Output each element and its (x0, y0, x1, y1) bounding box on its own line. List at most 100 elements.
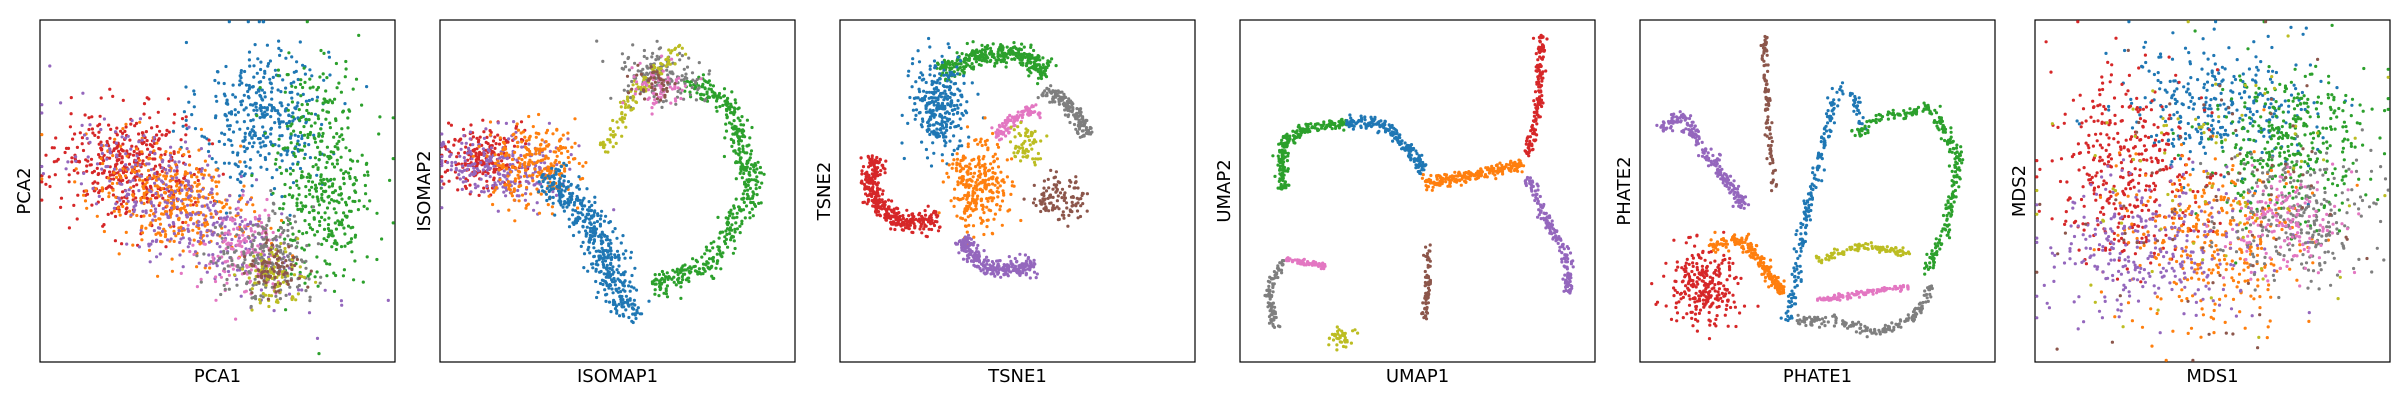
scatter-point (728, 121, 731, 124)
scatter-point (284, 250, 287, 253)
scatter-point (599, 223, 602, 226)
scatter-point (211, 157, 214, 160)
scatter-point (464, 180, 467, 183)
scatter-point (615, 120, 618, 123)
scatter-point (528, 138, 531, 141)
scatter-point (194, 250, 197, 253)
scatter-point (648, 96, 651, 99)
scatter-point (520, 158, 523, 161)
scatter-point (84, 158, 87, 161)
scatter-point (600, 240, 603, 243)
scatter-point (377, 132, 380, 135)
scatter-point (214, 210, 217, 213)
scatter-point (462, 180, 465, 183)
scatter-point (620, 112, 623, 115)
scatter-point (335, 132, 338, 135)
scatter-point (702, 267, 705, 270)
scatter-point (303, 276, 306, 279)
scatter-point (1006, 46, 1009, 49)
scatter-point (608, 301, 611, 304)
scatter-point (513, 187, 516, 190)
scatter-point (266, 261, 269, 264)
scatter-point (633, 62, 636, 65)
scatter-point (348, 196, 351, 199)
scatter-point (70, 156, 73, 159)
scatter-point (673, 281, 676, 284)
scatter-point (666, 295, 669, 298)
scatter-point (574, 209, 577, 212)
scatter-point (307, 143, 310, 146)
scatter-point (250, 229, 253, 232)
scatter-point (677, 281, 680, 284)
scatter-point (248, 237, 251, 240)
scatter-point (270, 271, 273, 274)
scatter-point (361, 154, 364, 157)
scatter-point (263, 72, 266, 75)
scatter-point (469, 131, 472, 134)
scatter-point (248, 65, 251, 68)
scatter-point (109, 151, 112, 154)
scatter-point (306, 286, 309, 289)
scatter-point (663, 94, 666, 97)
scatter-point (282, 281, 285, 284)
scatter-point (278, 126, 281, 129)
scatter-point (248, 51, 251, 54)
scatter-point (142, 134, 145, 137)
scatter-point (914, 80, 917, 83)
scatter-point (683, 68, 686, 71)
scatter-point (158, 173, 161, 176)
scatter-point (250, 291, 253, 294)
scatter-point (246, 90, 249, 93)
scatter-point (177, 218, 180, 221)
scatter-point (669, 102, 672, 105)
scatter-point (115, 147, 118, 150)
scatter-point (318, 203, 321, 206)
scatter-point (155, 142, 158, 145)
scatter-point (560, 165, 563, 168)
scatter-point (239, 145, 242, 148)
scatter-point (268, 103, 271, 106)
scatter-point (289, 124, 292, 127)
scatter-point (239, 74, 242, 77)
scatter-point (319, 179, 322, 182)
scatter-point (567, 185, 570, 188)
scatter-point (604, 300, 607, 303)
scatter-point (697, 86, 700, 89)
scatter-point (210, 176, 213, 179)
scatter-point (323, 228, 326, 231)
scatter-point (164, 245, 167, 248)
scatter-point (327, 227, 330, 230)
scatter-point (562, 134, 565, 137)
scatter-point (730, 90, 733, 93)
scatter-point (172, 121, 175, 124)
scatter-point (264, 231, 267, 234)
scatter-point (298, 277, 301, 280)
scatter-point (736, 161, 739, 164)
scatter-point (141, 139, 144, 142)
scatter-point (440, 132, 443, 135)
scatter-point (90, 204, 93, 207)
scatter-point (662, 79, 665, 82)
scatter-point (363, 174, 366, 177)
scatter-point (230, 242, 233, 245)
scatter-point (477, 169, 480, 172)
scatter-point (516, 141, 519, 144)
scatter-point (319, 175, 322, 178)
scatter-point (535, 132, 538, 135)
scatter-point (973, 57, 976, 60)
scatter-point (308, 189, 311, 192)
scatter-point (210, 216, 213, 219)
scatter-point (631, 306, 634, 309)
scatter-point (595, 296, 598, 299)
scatter-series (935, 40, 1057, 85)
scatter-point (681, 275, 684, 278)
scatter-point (366, 174, 369, 177)
scatter-point (311, 98, 314, 101)
scatter-point (751, 208, 754, 211)
scatter-point (600, 270, 603, 273)
scatter-point (578, 162, 581, 165)
scatter-point (304, 289, 307, 292)
scatter-point (691, 71, 694, 74)
scatter-point (258, 217, 261, 220)
scatter-point (502, 163, 505, 166)
